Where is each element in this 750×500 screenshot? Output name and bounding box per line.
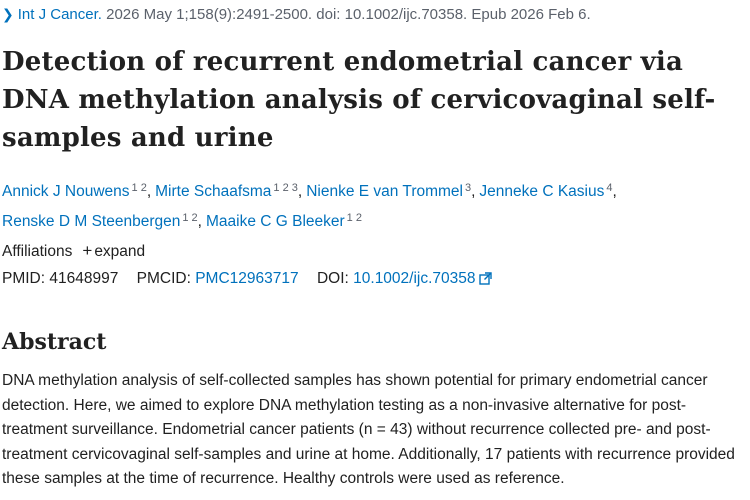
author-separator: , — [197, 213, 202, 230]
citation-details: 2026 May 1;158(9):2491-2500. doi: 10.100… — [106, 6, 591, 23]
author-affiliation-ref[interactable]: 1 2 3 — [273, 182, 298, 194]
author-link[interactable]: Mirte Schaafsma — [155, 183, 272, 200]
article-title: Detection of recurrent endometrial cance… — [2, 47, 716, 153]
pmid-value: 41648997 — [49, 270, 119, 287]
author-affiliation-ref[interactable]: 3 — [464, 182, 472, 194]
journal-link[interactable]: Int J Cancer. — [17, 6, 102, 23]
pmcid-link[interactable]: PMC12963717 — [195, 270, 299, 287]
doi-label: DOI: — [316, 270, 349, 287]
expand-label[interactable]: expand — [94, 243, 146, 260]
doi-link[interactable]: 10.1002/ijc.70358 — [353, 270, 492, 287]
affiliations-label: Affiliations — [2, 243, 73, 260]
author-list: Annick J Nouwens 1 2, Mirte Schaafsma 1 2 3… — [2, 175, 742, 235]
external-link-icon — [478, 272, 492, 285]
doi-value[interactable]: 10.1002/ijc.70358 — [353, 270, 476, 287]
author-link[interactable]: Nienke E van Trommel — [306, 183, 463, 200]
pmcid-label: PMCID: — [136, 270, 191, 287]
author-separator: , — [471, 183, 476, 200]
abstract-heading: Abstract — [2, 329, 107, 355]
author-link[interactable]: Maaike C G Bleeker — [205, 213, 345, 230]
pmid-label: PMID: — [2, 270, 46, 287]
author-link[interactable]: Annick J Nouwens — [2, 183, 130, 200]
author-affiliation-ref[interactable]: 1 2 — [182, 212, 198, 224]
citation-line: ❯ Int J Cancer. 2026 May 1;158(9):2491-25… — [2, 3, 591, 26]
author-separator: , — [146, 183, 152, 200]
affiliations-toggle[interactable]: Affiliations + expand — [2, 240, 145, 263]
author-affiliation-ref[interactable]: 1 2 — [131, 182, 147, 194]
plus-icon: + — [82, 241, 93, 260]
author-affiliation-ref[interactable]: 1 2 — [346, 212, 362, 224]
identifiers-row: PMID: 41648997 PMCID: PMC12963717 DOI: 1… — [2, 268, 492, 290]
author-affiliation-ref[interactable]: 4 — [606, 182, 613, 194]
chevron-right-icon[interactable]: ❯ — [2, 6, 14, 22]
author-link[interactable]: Renske D M Steenbergen — [2, 213, 181, 230]
author-separator: , — [297, 183, 303, 200]
author-link[interactable]: Jenneke C Kasius — [479, 183, 605, 200]
abstract-text: DNA methylation analysis of self-collect… — [2, 372, 735, 487]
author-separator: , — [612, 183, 617, 200]
